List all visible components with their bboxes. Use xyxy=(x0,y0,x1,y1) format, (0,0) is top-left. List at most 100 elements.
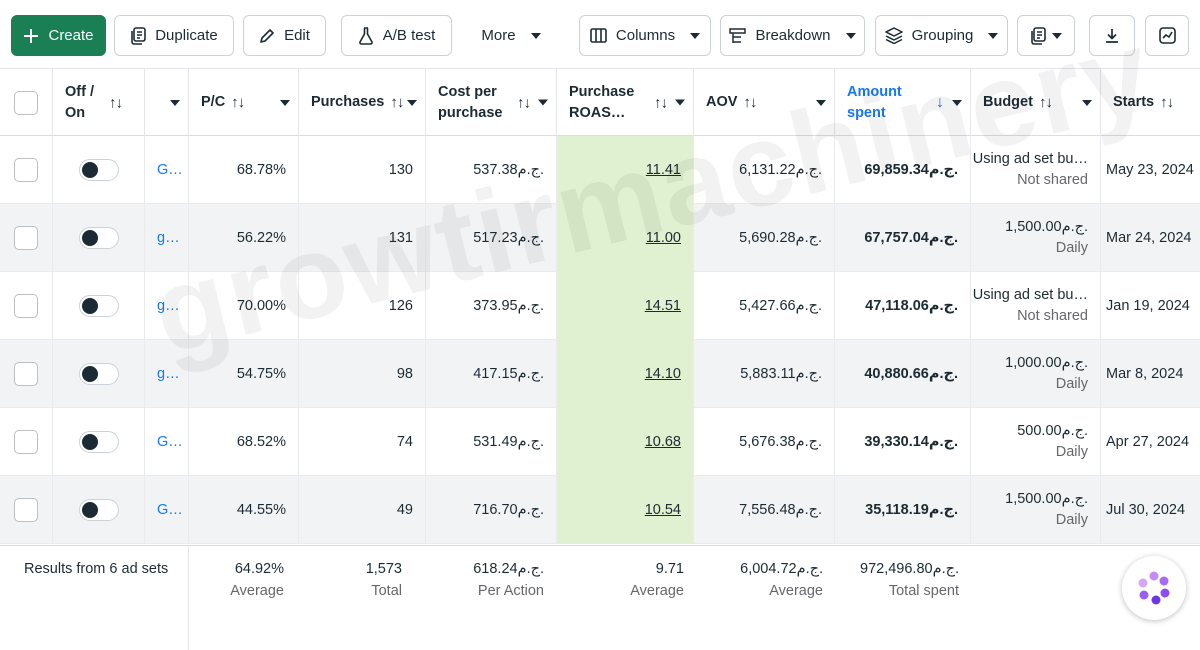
header-name[interactable] xyxy=(145,69,189,136)
header-amount-spent[interactable]: Amount spent ↓ xyxy=(835,69,971,136)
header-purchases[interactable]: Purchases ↑↓ xyxy=(299,69,426,136)
row-toggle-cell xyxy=(53,408,145,476)
sort-icon[interactable]: ↑↓ xyxy=(1160,94,1174,111)
sort-icon[interactable]: ↑↓ xyxy=(390,94,404,111)
row-select-cell xyxy=(0,340,53,408)
pc-label: P/C xyxy=(201,94,226,110)
duplicate-label: Duplicate xyxy=(155,27,218,44)
cell-roas[interactable]: 10.68 xyxy=(557,408,694,476)
chevron-down-icon[interactable] xyxy=(538,99,548,106)
cell-budget[interactable]: Using ad set bu… Not shared xyxy=(971,136,1101,204)
chevron-down-icon[interactable] xyxy=(1082,99,1092,106)
columns-button[interactable]: Columns xyxy=(579,15,711,56)
ad-set-name-link[interactable]: g… xyxy=(157,298,180,314)
row-toggle-cell xyxy=(53,136,145,204)
cell-budget[interactable]: 1,500.00ج.م. Daily xyxy=(971,204,1101,272)
footer-cpp-sub: Per Action xyxy=(477,583,544,599)
sort-icon[interactable]: ↑↓ xyxy=(743,94,757,111)
select-all-checkbox[interactable] xyxy=(14,90,38,115)
on-off-toggle[interactable] xyxy=(79,295,119,317)
sort-icon[interactable]: ↑↓ xyxy=(1038,94,1053,111)
header-select-all xyxy=(0,69,53,136)
ad-set-name-link[interactable]: g… xyxy=(157,366,180,382)
cell-amount: 40,880.66ج.م. xyxy=(835,340,971,408)
cell-roas[interactable]: 11.00 xyxy=(557,204,694,272)
header-purchase-roas[interactable]: Purchase ROAS… ↑↓ xyxy=(557,69,694,136)
cell-budget[interactable]: 1,000.00ج.م. Daily xyxy=(971,340,1101,408)
header-cost-per-purchase[interactable]: Cost per purchase ↑↓ xyxy=(426,69,557,136)
cell-roas[interactable]: 14.10 xyxy=(557,340,694,408)
on-off-toggle[interactable] xyxy=(79,227,119,249)
sort-icon[interactable]: ↑↓ xyxy=(654,94,668,111)
row-checkbox[interactable] xyxy=(14,294,38,318)
on-off-toggle[interactable] xyxy=(79,159,119,181)
row-checkbox[interactable] xyxy=(14,362,38,386)
footer-pc-sub: Average xyxy=(230,583,284,599)
row-select-cell xyxy=(0,204,53,272)
row-toggle-cell xyxy=(53,272,145,340)
pencil-icon xyxy=(260,28,274,43)
ad-set-name-link[interactable]: G… xyxy=(157,502,183,518)
row-checkbox[interactable] xyxy=(14,226,38,250)
cell-roas[interactable]: 10.54 xyxy=(557,476,694,544)
cell-budget[interactable]: Using ad set bu… Not shared xyxy=(971,272,1101,340)
edit-button[interactable]: Edit xyxy=(243,15,326,56)
footer-amount: 972,496.80ج.م. Total spent xyxy=(860,558,959,602)
header-budget[interactable]: Budget ↑↓ xyxy=(971,69,1101,136)
grouping-button[interactable]: Grouping xyxy=(875,15,1008,56)
chevron-down-icon xyxy=(690,32,701,39)
header-off-on[interactable]: Off / On ↑↓ xyxy=(53,69,145,136)
charts-button[interactable] xyxy=(1145,15,1189,56)
table-row[interactable]: g… 56.22% 131 517.23ج.م. 11.00 5,690.28ج.م. 67… xyxy=(0,204,1200,272)
row-checkbox[interactable] xyxy=(14,430,38,454)
row-checkbox[interactable] xyxy=(14,158,38,182)
assistant-button[interactable] xyxy=(1122,556,1186,620)
row-select-cell xyxy=(0,136,53,204)
breakdown-button[interactable]: Breakdown xyxy=(720,15,865,56)
sort-icon[interactable]: ↑↓ xyxy=(517,94,531,111)
ab-test-button[interactable]: A/B test xyxy=(341,15,452,56)
on-off-toggle[interactable] xyxy=(79,431,119,453)
chevron-down-icon[interactable] xyxy=(952,99,962,106)
header-aov[interactable]: AOV ↑↓ xyxy=(694,69,835,136)
sort-descending-icon[interactable]: ↓ xyxy=(936,93,944,111)
sort-icon[interactable]: ↑↓ xyxy=(109,94,123,111)
footer-amount-sub: Total spent xyxy=(888,583,959,599)
on-off-toggle[interactable] xyxy=(79,499,119,521)
chevron-down-icon[interactable] xyxy=(407,99,417,106)
chevron-down-icon[interactable] xyxy=(816,99,826,106)
cell-roas[interactable]: 11.41 xyxy=(557,136,694,204)
cell-purchases: 130 xyxy=(299,136,426,204)
cell-roas[interactable]: 14.51 xyxy=(557,272,694,340)
chevron-down-icon[interactable] xyxy=(280,99,290,106)
table-row[interactable]: g… 70.00% 126 373.95ج.م. 14.51 5,427.66ج.م. 47… xyxy=(0,272,1200,340)
ad-set-name-link[interactable]: g… xyxy=(157,230,180,246)
ad-set-name-link[interactable]: G… xyxy=(157,162,183,178)
chevron-down-icon[interactable] xyxy=(675,99,685,106)
row-name-cell: G… xyxy=(145,136,189,204)
cell-budget[interactable]: 1,500.00ج.م. Daily xyxy=(971,476,1101,544)
header-starts[interactable]: Starts ↑↓ xyxy=(1101,69,1200,136)
reports-button[interactable] xyxy=(1017,15,1075,56)
cell-cpp: 531.49ج.م. xyxy=(426,408,557,476)
header-pc[interactable]: P/C ↑↓ xyxy=(189,69,299,136)
table-row[interactable]: g… 54.75% 98 417.15ج.م. 14.10 5,883.11ج.م. 40,… xyxy=(0,340,1200,408)
chevron-down-icon[interactable] xyxy=(170,99,180,106)
cell-budget[interactable]: 500.00ج.م. Daily xyxy=(971,408,1101,476)
cell-pc: 68.52% xyxy=(189,408,299,476)
cell-starts: May 23, 2024 xyxy=(1106,162,1194,178)
export-button[interactable] xyxy=(1089,15,1135,56)
budget-value: Using ad set bu… xyxy=(972,287,1088,303)
sort-icon[interactable]: ↑↓ xyxy=(231,94,245,111)
ad-set-name-link[interactable]: G… xyxy=(157,434,183,450)
on-off-toggle[interactable] xyxy=(79,363,119,385)
amount-label-1: Amount xyxy=(847,83,902,100)
table-row[interactable]: G… 68.52% 74 531.49ج.م. 10.68 5,676.38ج.م. 39,… xyxy=(0,408,1200,476)
table-row[interactable]: G… 44.55% 49 716.70ج.م. 10.54 7,556.48ج.م. 35,… xyxy=(0,476,1200,544)
create-button[interactable]: Create xyxy=(11,15,106,56)
row-checkbox[interactable] xyxy=(14,498,38,522)
more-button[interactable]: More xyxy=(466,15,556,56)
budget-value: Using ad set bu… xyxy=(972,151,1088,167)
table-row[interactable]: G… 68.78% 130 537.38ج.م. 11.41 6,131.22ج.م. 69… xyxy=(0,136,1200,204)
duplicate-button[interactable]: Duplicate xyxy=(114,15,234,56)
